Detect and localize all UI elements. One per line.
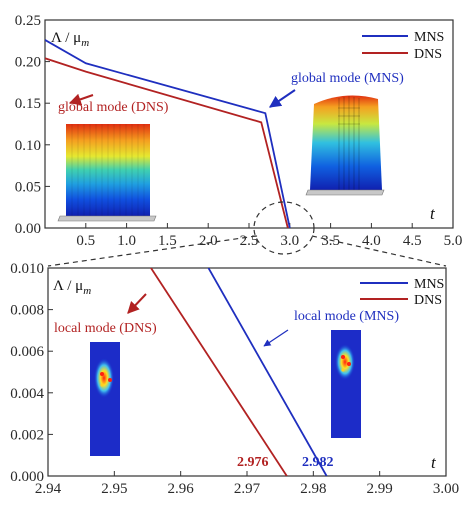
top-legend-mns-label: MNS	[414, 30, 444, 45]
x-tick-label: 1.5	[158, 233, 177, 249]
x-tick-label: 2.96	[168, 481, 195, 497]
x-tick-label: 2.5	[240, 233, 259, 249]
x-tick-label: 4.5	[403, 233, 422, 249]
bottom-legend-mns-label: MNS	[414, 277, 444, 292]
top-legend: MNS DNS	[362, 30, 444, 62]
global-mode-dns-image	[57, 124, 157, 222]
top-annotation-dns-arrow	[68, 93, 94, 106]
top-series-lines	[45, 39, 291, 228]
dns-crossing-label: 2.976	[237, 455, 269, 470]
bottom-legend-dns-label: DNS	[414, 293, 442, 308]
top-axis-ticks: 0.5 1.0 1.5 2.0 2.5 3.0 3.5 4.0 4.5 5.0 0.00 0.05 0.…	[15, 13, 463, 249]
x-tick-label: 2.95	[101, 481, 127, 497]
zoom-region-circle	[253, 201, 315, 255]
bottom-y-axis-label: Λ / μm	[53, 278, 91, 297]
top-annotation-global-mns: global mode (MNS)	[291, 71, 404, 86]
zoom-connector-left	[47, 235, 257, 267]
mns-crossing-label: 2.982	[302, 455, 334, 470]
y-tick-label: 0.010	[10, 261, 44, 277]
x-tick-label: 2.98	[300, 481, 326, 497]
y-tick-label: 0.20	[15, 55, 41, 71]
bottom-x-axis-label: t	[431, 453, 437, 472]
y-tick-label: 0.002	[10, 427, 44, 443]
x-tick-label: 4.0	[362, 233, 381, 249]
x-tick-label: 3.5	[321, 233, 340, 249]
series-line-mns	[45, 39, 291, 228]
y-tick-label: 0.006	[10, 344, 44, 360]
x-tick-label: 0.5	[76, 233, 95, 249]
y-tick-label: 0.00	[15, 221, 41, 237]
series-line-mns	[207, 268, 328, 476]
x-tick-label: 5.0	[444, 233, 463, 249]
series-line-dns	[149, 268, 288, 476]
bottom-annotation-mns-arrow	[263, 329, 289, 347]
y-tick-label: 0.004	[10, 386, 44, 402]
top-legend-dns-label: DNS	[414, 47, 442, 62]
top-y-axis-label: Λ / μm	[51, 30, 89, 49]
x-tick-label: 2.99	[367, 481, 393, 497]
global-mode-mns-image	[305, 95, 385, 196]
top-annotation-global-dns: global mode (DNS)	[58, 100, 169, 115]
y-tick-label: 0.008	[10, 303, 44, 319]
bottom-annotation-local-dns: local mode (DNS)	[54, 321, 157, 336]
bottom-panel: 2.94 2.95 2.96 2.97 2.98 2.99 3.00 0.000 0.002 0.…	[10, 261, 459, 497]
zoom-connector-right	[311, 235, 447, 267]
x-tick-label: 2.94	[35, 481, 62, 497]
series-line-dns	[45, 57, 289, 228]
bottom-annotation-dns-arrow	[127, 293, 147, 314]
top-x-axis-label: t	[430, 204, 436, 223]
x-tick-label: 3.0	[280, 233, 299, 249]
bottom-annotation-local-mns: local mode (MNS)	[294, 309, 399, 324]
x-tick-label: 2.97	[234, 481, 261, 497]
bottom-axis-ticks: 2.94 2.95 2.96 2.97 2.98 2.99 3.00 0.000 0.002 0.…	[10, 261, 459, 497]
y-tick-label: 0.25	[15, 13, 41, 29]
bottom-legend: MNS DNS	[360, 277, 444, 308]
top-panel: 0.5 1.0 1.5 2.0 2.5 3.0 3.5 4.0 4.5 5.0 0.00 0.05 0.…	[15, 13, 463, 255]
top-annotation-mns-arrow	[269, 89, 296, 108]
y-tick-label: 0.05	[15, 179, 41, 195]
x-tick-label: 1.0	[117, 233, 136, 249]
bottom-series-lines	[149, 268, 328, 476]
x-tick-label: 3.00	[433, 481, 459, 497]
local-mode-mns-image	[331, 330, 361, 438]
local-mode-dns-image	[90, 342, 120, 456]
y-tick-label: 0.15	[15, 96, 41, 112]
y-tick-label: 0.10	[15, 138, 41, 154]
x-tick-label: 2.0	[199, 233, 218, 249]
y-tick-label: 0.000	[10, 469, 44, 485]
